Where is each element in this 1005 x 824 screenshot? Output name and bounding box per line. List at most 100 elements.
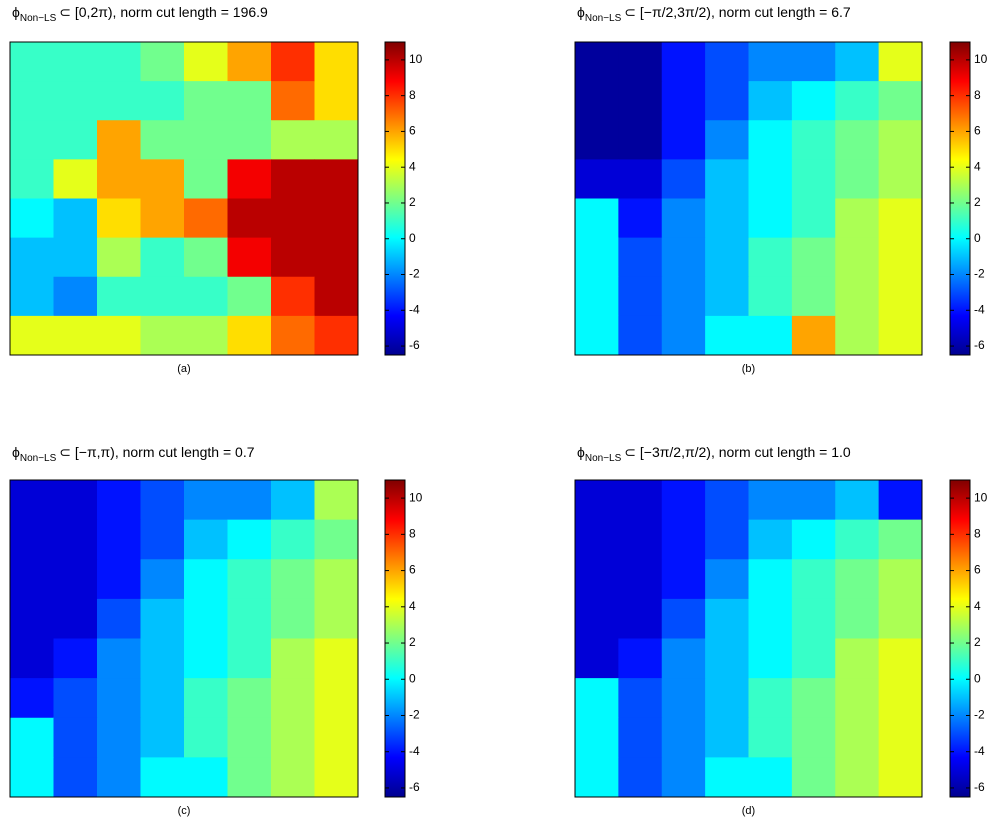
heatmap-cell — [10, 638, 54, 679]
heatmap-cell — [575, 559, 619, 600]
heatmap-cell — [791, 678, 836, 719]
heatmap-cell — [53, 717, 98, 758]
heatmap-cell — [791, 638, 836, 679]
heatmap-cell — [271, 315, 315, 356]
colorbar-tick-label: 0 — [409, 231, 416, 245]
heatmap-cell — [227, 276, 272, 317]
heatmap-cell — [618, 198, 663, 239]
heatmap-cell — [271, 717, 315, 758]
heatmap-cell — [10, 276, 54, 317]
heatmap-cell — [227, 198, 272, 239]
heatmap-cell — [705, 198, 749, 239]
heatmap-cell — [618, 159, 663, 199]
heatmap-cell — [575, 315, 619, 356]
heatmap-cell — [314, 81, 359, 121]
heatmap-cell — [271, 42, 315, 82]
heatmap-cell — [184, 480, 228, 521]
heatmap-cell — [705, 159, 749, 199]
heatmap-cell — [184, 757, 228, 798]
heatmap-cell — [878, 198, 923, 239]
colorbar-tick-label: 10 — [974, 490, 988, 504]
heatmap-cell — [97, 42, 141, 82]
heatmap-cell — [97, 120, 141, 160]
colorbar-tick-label: -2 — [409, 708, 420, 722]
heatmap-cell — [314, 519, 359, 560]
heatmap-cell — [184, 159, 228, 199]
heatmap-cell — [618, 638, 663, 679]
heatmap-cell — [227, 638, 272, 679]
heatmap-cell — [618, 519, 663, 560]
heatmap-cell — [97, 757, 141, 798]
heatmap-cell — [227, 519, 272, 560]
plot-frame — [574, 479, 923, 798]
heatmap-cell — [53, 638, 98, 679]
heatmap-cell — [618, 480, 663, 521]
heatmap-cell — [227, 120, 272, 160]
colorbar-tick-label: 8 — [974, 88, 981, 102]
heatmap-cell — [878, 480, 923, 521]
chart-title: ϕNon−LS ⊂ [−3π/2,π/2), norm cut length = … — [577, 444, 851, 464]
heatmap-cell — [791, 120, 836, 160]
heatmap-cell — [748, 42, 793, 82]
heatmap-cell — [791, 717, 836, 758]
heatmap-cell — [97, 559, 141, 600]
heatmap-cell — [618, 678, 663, 719]
colorbar-tick-label: 0 — [409, 671, 416, 685]
colorbar-tick-label: -4 — [974, 302, 985, 316]
heatmap-cell — [748, 638, 793, 679]
heatmap-cell — [314, 198, 359, 239]
heatmap-cell — [618, 315, 663, 356]
heatmap-cell — [791, 42, 836, 82]
heatmap-cell — [227, 42, 272, 82]
heatmap-cell — [748, 757, 793, 798]
colorbar-tick-label: 10 — [974, 52, 988, 66]
heatmap-cell — [314, 120, 359, 160]
heatmap-cell — [705, 42, 749, 82]
heatmap-cell — [53, 519, 98, 560]
colorbar-tick-label: 6 — [974, 124, 981, 138]
heatmap-cell — [575, 598, 619, 639]
heatmap-cell — [227, 237, 272, 278]
heatmap-cell — [314, 598, 359, 639]
heatmap-cell — [748, 559, 793, 600]
heatmap-cell — [53, 480, 98, 521]
heatmap-cell — [271, 757, 315, 798]
colorbar — [384, 41, 406, 356]
heatmap-cell — [618, 598, 663, 639]
heatmap-cell — [618, 81, 663, 121]
heatmap-cell — [53, 315, 98, 356]
heatmap-cell — [705, 81, 749, 121]
heatmap-cell — [10, 519, 54, 560]
heatmap-cell — [835, 559, 880, 600]
heatmap-cell — [835, 638, 880, 679]
heatmap-cell — [705, 757, 749, 798]
heatmap-cell — [878, 276, 923, 317]
plot-frame — [9, 479, 359, 798]
heatmap-cell — [314, 315, 359, 356]
heatmap-cell — [140, 480, 185, 521]
heatmap-cell — [184, 315, 228, 356]
heatmap-cell — [835, 598, 880, 639]
title-text: ⊂ [−π/2,3π/2), norm cut length = 6.7 — [624, 4, 851, 20]
heatmap-cell — [53, 81, 98, 121]
heatmap-cell — [661, 678, 706, 719]
heatmap-cell — [835, 757, 880, 798]
heatmap-cell — [705, 120, 749, 160]
colorbar-tick-label: 4 — [409, 599, 416, 613]
heatmap-cell — [53, 678, 98, 719]
heatmap-cell — [661, 276, 706, 317]
heatmap-cell — [575, 678, 619, 719]
colorbar-tick-label: 2 — [409, 635, 416, 649]
heatmap-cell — [878, 559, 923, 600]
heatmap-cell — [575, 198, 619, 239]
heatmap-cell — [661, 559, 706, 600]
colorbar-tick-label: -4 — [974, 744, 985, 758]
heatmap-cell — [791, 198, 836, 239]
heatmap-cell — [227, 315, 272, 356]
heatmap-cell — [705, 480, 749, 521]
heatmap-cell — [140, 559, 185, 600]
heatmap-cell — [878, 678, 923, 719]
heatmap-cell — [835, 42, 880, 82]
colorbar-tick-label: 4 — [974, 599, 981, 613]
heatmap-cell — [184, 559, 228, 600]
